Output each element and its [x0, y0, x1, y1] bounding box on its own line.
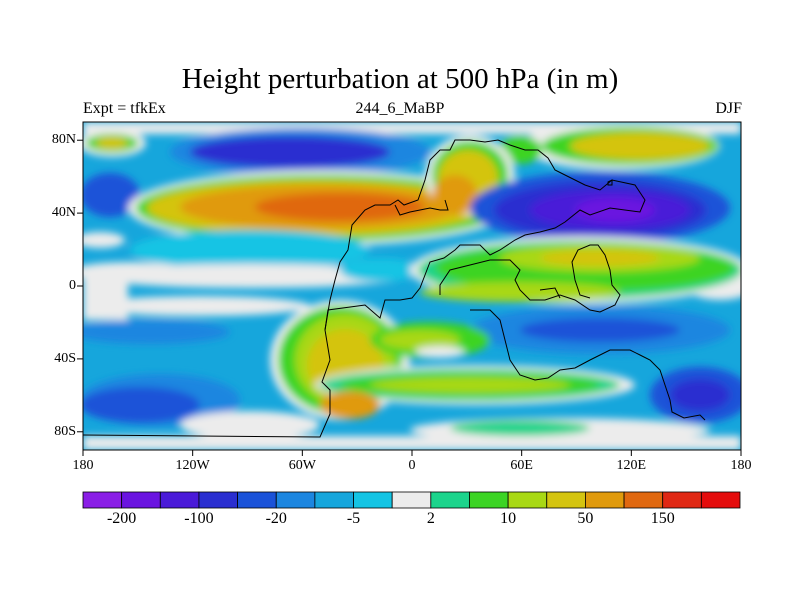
colorbar-label: -20: [265, 510, 287, 527]
experiment-label: Expt = tfkEx: [83, 100, 166, 117]
colorbar-box: [314, 491, 354, 509]
colorbar-box: [585, 491, 625, 509]
height-field: [83, 122, 741, 450]
lat-tick-label: 80N: [51, 132, 76, 148]
colorbar-label: 150: [650, 510, 675, 527]
colorbar-box: [662, 491, 702, 509]
colorbar-label: -200: [106, 510, 137, 527]
lat-tick-label: 80S: [54, 423, 76, 439]
colorbar-box: [275, 491, 316, 509]
colorbar-box: [700, 491, 741, 509]
colorbar-label: 50: [577, 510, 594, 527]
colorbar-box: [353, 491, 393, 509]
colorbar-box: [430, 491, 470, 509]
lon-tick-label: 120W: [175, 458, 210, 473]
colorbar-box: [159, 491, 200, 509]
plot-title: Height perturbation at 500 hPa (in m): [181, 63, 619, 95]
colorbar: [82, 491, 741, 509]
lon-tick-label: 60W: [288, 458, 316, 473]
colorbar-box: [623, 491, 664, 509]
axis-ticks: [77, 139, 742, 456]
lat-tick-label: 0: [69, 278, 76, 293]
lon-tick-label: 180: [72, 458, 94, 473]
colorbar-box: [507, 491, 548, 509]
colorbar-box: [391, 491, 432, 509]
colorbar-box: [121, 491, 161, 509]
lat-tick-label: 40S: [54, 350, 76, 366]
colorbar-label: 2: [426, 510, 435, 527]
lon-tick-label: 0: [408, 458, 416, 473]
colorbar-label: -100: [184, 510, 214, 527]
case-label: 244_6_MaBP: [355, 100, 445, 117]
colorbar-label: -5: [346, 510, 361, 527]
colorbar-box: [237, 491, 277, 509]
season-label: DJF: [715, 100, 742, 117]
lon-tick-label: 120E: [616, 458, 647, 473]
lon-tick-label: 180: [730, 458, 752, 473]
lon-tick-label: 60E: [510, 458, 533, 473]
colorbar-box: [469, 491, 509, 509]
colorbar-box: [546, 491, 586, 509]
colorbar-label: 10: [500, 510, 517, 527]
colorbar-box: [82, 491, 123, 509]
coastlines: [83, 139, 706, 438]
colorbar-box: [198, 491, 238, 509]
lat-tick-label: 40N: [51, 205, 76, 221]
